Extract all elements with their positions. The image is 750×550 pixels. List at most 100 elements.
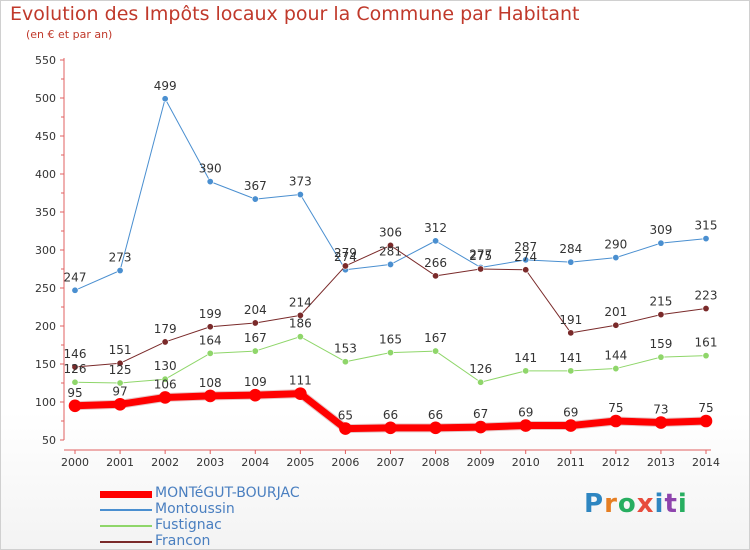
data-label: 186 xyxy=(289,317,312,331)
data-label: 164 xyxy=(199,333,222,347)
y-tick-label: 100 xyxy=(35,396,56,409)
data-point xyxy=(657,239,665,247)
data-label: 109 xyxy=(244,375,267,389)
data-point xyxy=(654,416,668,429)
data-label: 315 xyxy=(695,219,718,233)
data-point xyxy=(702,235,710,243)
data-point xyxy=(432,237,440,245)
x-tick-label: 2011 xyxy=(557,456,585,469)
data-label: 65 xyxy=(338,409,353,423)
data-label: 66 xyxy=(428,408,443,422)
data-label: 274 xyxy=(514,250,537,264)
legend-label-fustignac: Fustignac xyxy=(155,517,222,533)
logo-letter: r xyxy=(604,489,618,519)
data-label: 290 xyxy=(604,238,627,252)
data-label: 69 xyxy=(563,406,578,420)
data-point xyxy=(567,329,575,337)
logo-letter: i xyxy=(677,489,688,519)
y-tick-label: 300 xyxy=(35,244,56,257)
data-point xyxy=(567,258,575,266)
data-label: 287 xyxy=(514,240,537,254)
data-point xyxy=(612,365,620,373)
data-label: 161 xyxy=(695,336,718,350)
data-point xyxy=(116,267,124,275)
legend-label-montegut: MONTéGUT-BOURJAC xyxy=(155,485,300,501)
legend-label-francon: Francon xyxy=(155,533,211,549)
data-point xyxy=(432,347,440,355)
data-point xyxy=(296,333,304,341)
data-point xyxy=(248,388,262,402)
data-label: 95 xyxy=(67,386,82,400)
data-label: 266 xyxy=(424,256,447,270)
data-point xyxy=(522,367,530,375)
x-tick-label: 2002 xyxy=(151,456,179,469)
data-label: 281 xyxy=(379,244,402,258)
data-point xyxy=(702,352,710,360)
data-point xyxy=(251,195,259,203)
data-point xyxy=(206,178,214,186)
data-point xyxy=(68,399,82,413)
chart-subtitle: (en € et par an) xyxy=(26,28,113,41)
data-label: 499 xyxy=(154,79,177,93)
data-label: 373 xyxy=(289,175,312,189)
data-point xyxy=(251,347,259,355)
x-tick-label: 2004 xyxy=(241,456,269,469)
data-point xyxy=(113,397,127,411)
data-point xyxy=(206,349,214,357)
data-point xyxy=(519,419,533,432)
data-label: 204 xyxy=(244,303,267,317)
y-tick-label: 200 xyxy=(35,320,56,333)
data-point xyxy=(384,421,397,435)
data-label: 201 xyxy=(604,305,627,319)
data-point xyxy=(116,379,124,387)
data-label: 75 xyxy=(608,401,623,415)
x-tick-label: 2001 xyxy=(106,456,134,469)
y-tick-label: 50 xyxy=(42,434,56,447)
data-label: 111 xyxy=(289,374,312,388)
data-label: 274 xyxy=(334,250,357,264)
data-point xyxy=(432,272,440,280)
x-tick-label: 2006 xyxy=(331,456,359,469)
data-point xyxy=(341,262,349,270)
data-point xyxy=(522,266,530,274)
data-label: 159 xyxy=(649,337,672,351)
data-label: 284 xyxy=(559,242,582,256)
data-point xyxy=(386,241,394,249)
x-tick-label: 2014 xyxy=(692,456,720,469)
data-label: 130 xyxy=(154,359,177,373)
data-point xyxy=(71,286,79,294)
x-tick-label: 2009 xyxy=(467,456,495,469)
logo-letter: t xyxy=(664,489,678,519)
x-tick-label: 2007 xyxy=(377,456,405,469)
data-point xyxy=(161,375,169,383)
data-label: 223 xyxy=(695,289,718,303)
data-point xyxy=(161,338,169,346)
data-label: 144 xyxy=(604,349,627,363)
data-point xyxy=(251,319,259,327)
data-point xyxy=(296,191,304,199)
data-point xyxy=(474,420,487,434)
data-label: 153 xyxy=(334,342,357,356)
y-tick-label: 400 xyxy=(35,168,56,181)
x-tick-label: 2012 xyxy=(602,456,630,469)
data-point xyxy=(116,359,124,367)
data-point xyxy=(657,353,665,361)
data-point xyxy=(702,305,710,313)
data-point xyxy=(71,378,79,386)
data-point xyxy=(657,311,665,319)
data-label: 97 xyxy=(112,384,127,398)
data-point xyxy=(71,363,79,371)
data-label: 167 xyxy=(424,331,447,345)
data-point xyxy=(612,321,620,329)
data-label: 146 xyxy=(64,347,87,361)
data-label: 167 xyxy=(244,331,267,345)
data-label: 67 xyxy=(473,407,488,421)
legend-swatch-montegut xyxy=(100,491,152,498)
x-tick-label: 2000 xyxy=(61,456,89,469)
y-tick-label: 450 xyxy=(35,130,56,143)
data-point xyxy=(567,367,575,375)
data-point xyxy=(609,414,623,428)
data-label: 106 xyxy=(154,377,177,391)
data-label: 151 xyxy=(109,343,132,357)
